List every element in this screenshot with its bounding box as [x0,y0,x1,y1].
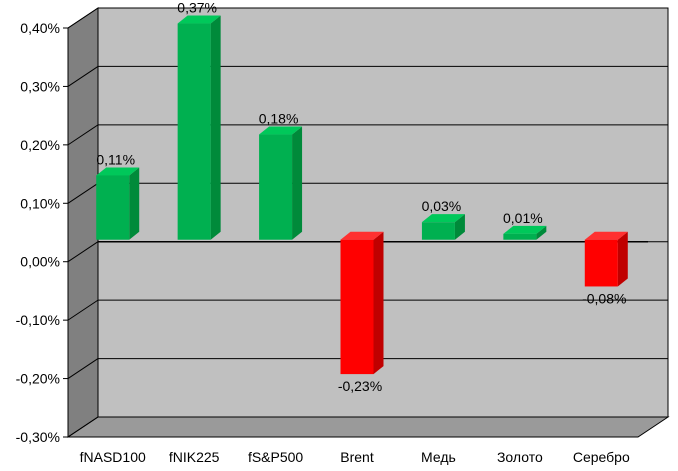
bar-side [454,214,465,240]
bars [96,15,628,375]
y-tick-label: -0,20% [16,371,60,387]
y-tick-label: 0,10% [20,195,60,211]
gridline-side [67,124,99,146]
x-tick-label: Золото [497,449,543,465]
data-labels: 0,11% 0,37% 0,18% -0,23% 0,03% 0,01% -0,08% [96,0,626,394]
bar-side [210,15,221,240]
data-label: 0,11% [96,151,135,167]
x-tick-label: Brent [340,449,374,465]
bar-front [584,239,618,287]
data-label: 0,01% [503,210,543,226]
data-label: -0,08% [582,290,626,306]
bar-top [177,15,221,24]
data-label: -0,23% [338,378,382,394]
bar-side [373,231,384,375]
bar-top [259,126,303,135]
gridline-side [67,241,99,263]
x-tick-label: Медь [421,449,456,465]
y-tick-label: 0,20% [20,137,60,153]
bar-1 [177,15,221,240]
gridline-side [67,299,99,321]
gridline-side [67,416,99,438]
y-tick-label: 0,40% [20,20,60,36]
y-tick-label: -0,30% [16,429,60,445]
side-wall [67,7,99,438]
bar-5 [503,225,547,240]
bar-front [259,134,293,240]
bar-front [503,233,537,240]
bar-0 [96,167,140,240]
bar-3 [340,231,384,375]
bar-front [421,222,455,240]
bar-top [340,231,384,240]
bar-front [340,239,374,375]
bar-2 [259,126,303,240]
bar-6 [584,231,628,287]
x-tick-label: fS&P500 [248,449,303,465]
y-tick-label: -0,10% [16,312,60,328]
gridline-side [67,358,99,379]
gridline-side [67,182,99,204]
gridline-side [67,66,99,87]
bar-top [584,231,628,240]
y-tick-label: 0,30% [20,78,60,94]
bar-side [129,167,140,240]
y-tick-label: 0,00% [20,254,60,270]
bar-side [292,126,303,240]
bar-top [503,225,547,234]
gridline-side [67,7,99,29]
data-label: 0,18% [259,111,299,127]
x-tick-label: fNASD100 [80,449,146,465]
bar-front [177,23,211,240]
bar-side [617,231,628,287]
bar-4 [421,214,465,240]
data-label: 0,03% [422,198,462,214]
bar-top [421,214,465,223]
x-tick-label: Серебро [573,449,630,465]
category-labels: fNASD100 fNIK225 fS&P500 Brent Медь Золото Сер… [80,449,630,465]
bar-front [96,175,130,240]
floor [66,416,670,438]
bar-top [96,167,140,176]
bar-side [536,225,547,240]
data-label: 0,37% [177,0,217,16]
y-axis-ticks: 0,40% 0,30% 0,20% 0,10% 0,00% -0,10% -0,20% -0,… [16,20,68,445]
x-tick-label: fNIK225 [169,449,220,465]
